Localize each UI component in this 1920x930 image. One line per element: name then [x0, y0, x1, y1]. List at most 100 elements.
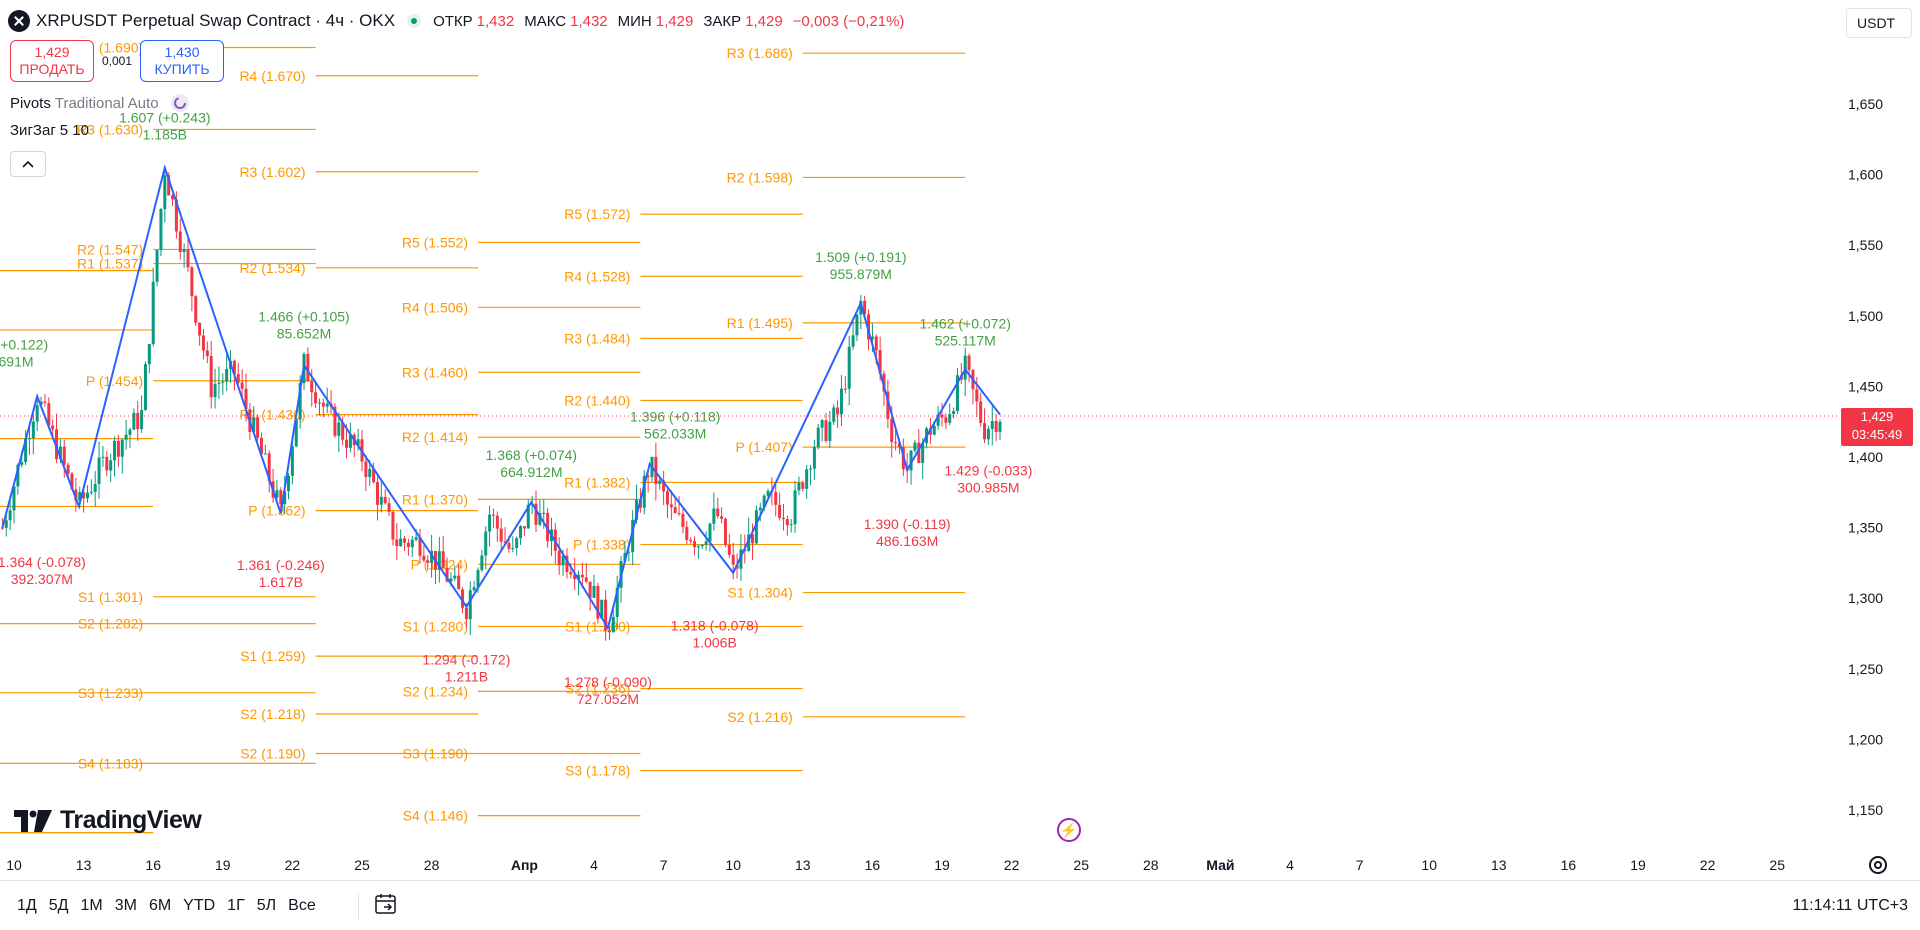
timeframe-6m[interactable]: 6М [148, 897, 172, 914]
pivot-level-label: R4 (1.506) [402, 299, 468, 315]
pivot-level-label: R2 (1.598) [727, 169, 793, 185]
candle-body [445, 567, 449, 582]
timeframe-1d[interactable]: 1Д [17, 897, 37, 914]
x-axis-tick-label: 16 [865, 857, 881, 873]
candle-body [932, 425, 936, 435]
candle-body [488, 514, 492, 532]
candle-body [909, 450, 913, 471]
candle-body [863, 300, 867, 315]
candle-body [484, 531, 488, 556]
candle-body [839, 388, 843, 415]
candle-body [441, 551, 445, 568]
candle-body [24, 438, 28, 463]
candle-body [642, 475, 646, 508]
candle-body [542, 512, 546, 514]
y-axis-tick-label: 1,300 [1848, 590, 1883, 606]
candle-body [236, 373, 240, 383]
candle-body [662, 480, 666, 492]
candle-body [693, 541, 697, 548]
candle-body [789, 524, 793, 526]
indicator-name: ЗигЗаг [10, 122, 56, 139]
tradingview-logo[interactable]: TradingView [14, 806, 202, 835]
timeframe-1y[interactable]: 1Г [227, 897, 245, 914]
candle-body [472, 587, 476, 591]
buy-button[interactable]: 1,430 КУПИТЬ [140, 40, 224, 82]
symbol-title[interactable]: XRPUSDT Perpetual Swap Contract · 4ч · O… [36, 11, 396, 30]
pivot-level-label: R1 (1.430) [239, 407, 305, 423]
sell-price: 1,429 [34, 44, 70, 60]
price-chart[interactable]: R2 (1.547)R1 (1.498)P (1.415)S1 (1.365)S… [0, 0, 1920, 880]
ohlc-low-label: МИН [617, 12, 652, 30]
x-axis-tick-label: 13 [1491, 857, 1507, 873]
candle-body [673, 507, 677, 513]
zigzag-annotation-volume: 955.879M [830, 266, 892, 282]
candle-body [263, 453, 267, 455]
sell-button[interactable]: 1,429 ПРОДАТЬ [10, 40, 94, 82]
x-axis-tick-label: 4 [1286, 857, 1294, 873]
zigzag-annotation: 1.509 (+0.191) [815, 249, 906, 265]
candle-body [983, 423, 987, 440]
pivot-level-label: S2 (1.236) [565, 681, 630, 697]
pivot-level-label: P (1.362) [248, 503, 305, 519]
pivot-level-label: S2 (1.190) [240, 746, 305, 762]
candle-body [298, 383, 302, 420]
candle-body [797, 482, 801, 491]
candle-body [306, 353, 310, 382]
settings-icon[interactable] [1869, 856, 1887, 874]
candle-body [464, 607, 468, 620]
timeframe-ytd[interactable]: YTD [183, 897, 216, 914]
candle-body [383, 496, 387, 504]
timeframe-all[interactable]: Все [288, 897, 316, 914]
indicator-zigzag[interactable]: ЗигЗаг 5 10 [10, 122, 89, 139]
candle-body [731, 554, 735, 565]
timeframe-5y[interactable]: 5Л [256, 897, 277, 914]
timeframe-1m[interactable]: 1М [80, 897, 103, 914]
lightning-icon[interactable]: ⚡ [1057, 818, 1081, 842]
candle-body [209, 356, 213, 398]
candle-body [70, 473, 74, 490]
pivot-level-label: S2 (1.282) [78, 616, 143, 632]
indicator-pivots[interactable]: Pivots Traditional Auto [10, 92, 191, 114]
collapse-legend-button[interactable] [10, 151, 46, 177]
candle-body [557, 550, 561, 566]
timeframe-5d[interactable]: 5Д [48, 897, 69, 914]
candle-body [774, 491, 778, 505]
candle-body [201, 335, 205, 351]
okx-logo-icon [8, 10, 30, 32]
candle-body [785, 519, 789, 526]
x-axis-tick-label: 22 [285, 857, 301, 873]
candle-body [4, 520, 8, 528]
candle-body [584, 577, 588, 582]
currency-select[interactable]: USDT [1846, 8, 1912, 38]
candle-body [337, 422, 341, 436]
candle-body [89, 491, 93, 493]
pivot-level-label: S1 (1.304) [727, 585, 792, 601]
chart-header: XRPUSDT Perpetual Swap Contract · 4ч · O… [8, 8, 910, 34]
candle-body [592, 585, 596, 598]
pivot-level-label: P (1.407) [735, 439, 792, 455]
candle-body [495, 515, 499, 529]
candle-body [35, 405, 39, 422]
goto-date-icon[interactable] [374, 893, 398, 915]
last-price-tag: 1,429 03:45:49 [1841, 408, 1913, 446]
bottom-toolbar: 1Д 5Д 1М 3М 6М YTD 1Г 5Л Все 11:14:11 UT… [0, 880, 1920, 930]
candle-body [151, 281, 155, 345]
chart-clock[interactable]: 11:14:11 UTC+3 [1792, 897, 1908, 914]
candle-body [101, 456, 105, 458]
market-status-icon[interactable] [407, 14, 422, 28]
candle-body [213, 384, 217, 398]
x-axis-tick-label: 19 [1630, 857, 1646, 873]
loading-icon [170, 94, 189, 112]
candle-body [569, 572, 573, 575]
timeframe-buttons: 1Д 5Д 1М 3М 6М YTD 1Г 5Л Все [12, 895, 321, 917]
bar-countdown: 03:45:49 [1851, 427, 1903, 442]
candle-body [917, 442, 921, 463]
pivot-level-label: R3 (1.484) [564, 330, 630, 346]
pivot-level-label: S2 (1.234) [403, 683, 468, 699]
candle-body [635, 499, 639, 521]
candle-body [232, 360, 236, 374]
candle-body [74, 489, 78, 501]
timeframe-3m[interactable]: 3М [114, 897, 137, 914]
candle-body [128, 429, 132, 435]
candle-body [414, 537, 418, 540]
